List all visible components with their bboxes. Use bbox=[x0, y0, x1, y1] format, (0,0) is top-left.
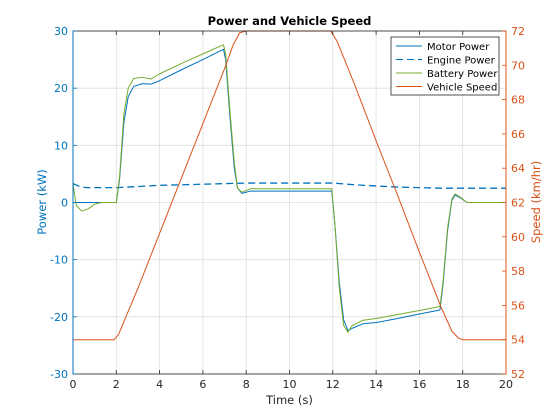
right-y-tick-label: 58 bbox=[511, 265, 525, 278]
x-tick-label: 16 bbox=[412, 378, 426, 391]
left-y-axis-label: Power (kW) bbox=[35, 169, 49, 234]
right-y-tick-label: 62 bbox=[511, 197, 525, 210]
x-tick-label: 10 bbox=[283, 378, 297, 391]
left-y-tick-label: -10 bbox=[50, 254, 68, 267]
x-tick-label: 8 bbox=[243, 378, 250, 391]
x-tick-label: 2 bbox=[113, 378, 120, 391]
x-axis-label: Time (s) bbox=[265, 393, 313, 407]
left-y-tick-label: 0 bbox=[61, 197, 68, 210]
left-y-tick-label: 10 bbox=[54, 139, 68, 152]
right-y-tick-label: 54 bbox=[511, 334, 525, 347]
right-y-tick-label: 70 bbox=[511, 59, 525, 72]
right-y-tick-label: 64 bbox=[511, 162, 525, 175]
x-tick-label: 0 bbox=[70, 378, 77, 391]
left-y-tick-label: -30 bbox=[50, 368, 68, 381]
x-tick-label: 4 bbox=[156, 378, 163, 391]
legend-box bbox=[390, 36, 500, 96]
x-tick-label: 14 bbox=[369, 378, 383, 391]
left-y-tick-label: -20 bbox=[50, 311, 68, 324]
left-y-tick-label: 30 bbox=[54, 25, 68, 38]
x-tick-label: 6 bbox=[199, 378, 206, 391]
legend-label-motor-power: Motor Power bbox=[427, 42, 490, 53]
right-y-tick-label: 72 bbox=[511, 25, 525, 38]
chart-title: Power and Vehicle Speed bbox=[208, 14, 372, 28]
left-y-tick-label: 20 bbox=[54, 82, 68, 95]
x-tick-label: 12 bbox=[326, 378, 340, 391]
series-line-engine-power bbox=[72, 182, 506, 189]
legend-label-engine-power: Engine Power bbox=[427, 56, 496, 67]
legend-label-vehicle-speed: Vehicle Speed bbox=[427, 83, 497, 94]
right-y-tick-label: 66 bbox=[511, 128, 525, 141]
legend-label-battery-power: Battery Power bbox=[427, 69, 498, 80]
right-y-tick-label: 56 bbox=[511, 299, 525, 312]
tick-layer: 0 2 4 6 8 10 12 14 16 18 20-30-20-1001020305254565… bbox=[50, 25, 525, 391]
right-y-axis-label: Speed (km/hr) bbox=[529, 161, 543, 243]
series-line-battery-power bbox=[72, 44, 506, 333]
right-y-tick-label: 52 bbox=[511, 368, 525, 381]
right-y-tick-label: 68 bbox=[511, 94, 525, 107]
legend: Motor Power Engine Power Battery Power Vehi… bbox=[390, 36, 500, 96]
x-tick-label: 20 bbox=[499, 378, 513, 391]
right-y-tick-label: 60 bbox=[511, 231, 525, 244]
x-tick-label: 18 bbox=[456, 378, 470, 391]
